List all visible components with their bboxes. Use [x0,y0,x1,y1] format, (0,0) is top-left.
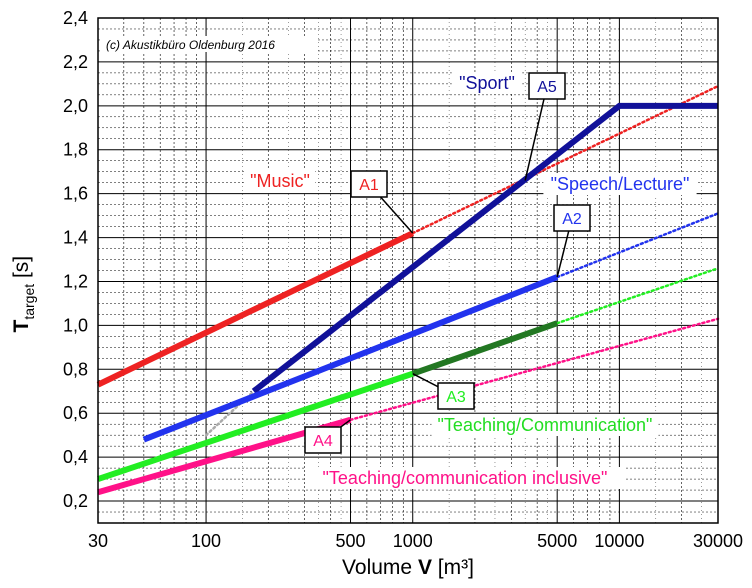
y-tick-label: 2,2 [63,52,88,72]
y-tick-label: 1,6 [63,184,88,204]
annotation-label-A3: A3 [446,389,466,406]
x-tick-label: 1000 [393,531,433,551]
axes: 30 100 500 1000 5000 10000 30000 0,2 0,4 0,6 0,8 1,… [10,8,743,579]
y-axis-label: Ttarget [s] [10,256,37,333]
y-tick-label: 0,4 [63,447,88,467]
series-layer [96,84,720,496]
leader-line-A5 [524,85,548,181]
series-A1-extension [411,84,720,235]
annotation-layer: A1 "Music" A2 "Speech/Lecture" A3 "Teaching/C… [102,36,697,489]
series-A2-extension [555,212,720,279]
y-tick-label: 1,8 [63,140,88,160]
series-A1-line [96,230,415,388]
annotation-box-A1 [350,170,388,198]
category-label-A2: "Speech/Lecture" [551,174,690,194]
annotation-label-A1: A1 [359,177,379,194]
series-A5-line [251,102,718,394]
annotation-label-A5: A5 [537,79,557,96]
category-label-A1: "Music" [250,171,310,191]
x-tick-label: 500 [335,531,365,551]
annotation-box-A3 [437,382,475,410]
series-A3-mid-line [411,320,559,377]
category-label-bg-A1 [244,170,316,192]
x-tick-label: 30 [88,531,108,551]
series-A4-extension [349,317,720,422]
y-tick-label: 1,0 [63,315,88,335]
y-tick-label: 0,6 [63,403,88,423]
category-label-bg-A3 [431,414,659,436]
y-tick-label: 0,2 [63,491,88,511]
y-tick-label: 2,0 [63,96,88,116]
copyright-bg [102,36,317,52]
category-label-A5: "Sport" [459,73,515,93]
copyright-note: (c) Akustikbüro Oldenburg 2016 [106,38,275,52]
y-tick-label: 2,4 [63,8,88,28]
category-label-A3: "Teaching/Communication" [438,415,653,435]
grid [97,17,719,524]
y-tick-label: 0,8 [63,359,88,379]
category-label-bg-A2 [543,173,697,195]
x-axis-label: Volume V [m³] [342,556,474,579]
y-tick-label: 1,4 [63,228,88,248]
annotation-box-A2 [553,204,591,232]
x-tick-label: 5000 [537,531,577,551]
series-A3-extension [555,267,720,325]
category-label-A4: "Teaching/communication inclusive" [323,468,608,488]
category-label-bg-A4 [305,467,625,489]
category-label-bg-A5 [451,72,523,94]
x-tick-label: 30000 [693,531,743,551]
plot-frame [97,17,719,524]
annotation-box-A4 [304,426,342,454]
y-tick-label: 1,2 [63,271,88,291]
annotation-box-A5 [528,72,566,100]
x-tick-label: 100 [191,531,221,551]
series-A2-line [142,274,559,443]
annotation-label-A4: A4 [313,433,333,450]
x-tick-label: 10000 [594,531,644,551]
annotation-label-A2: A2 [562,211,582,228]
series-A3-line [97,370,414,482]
